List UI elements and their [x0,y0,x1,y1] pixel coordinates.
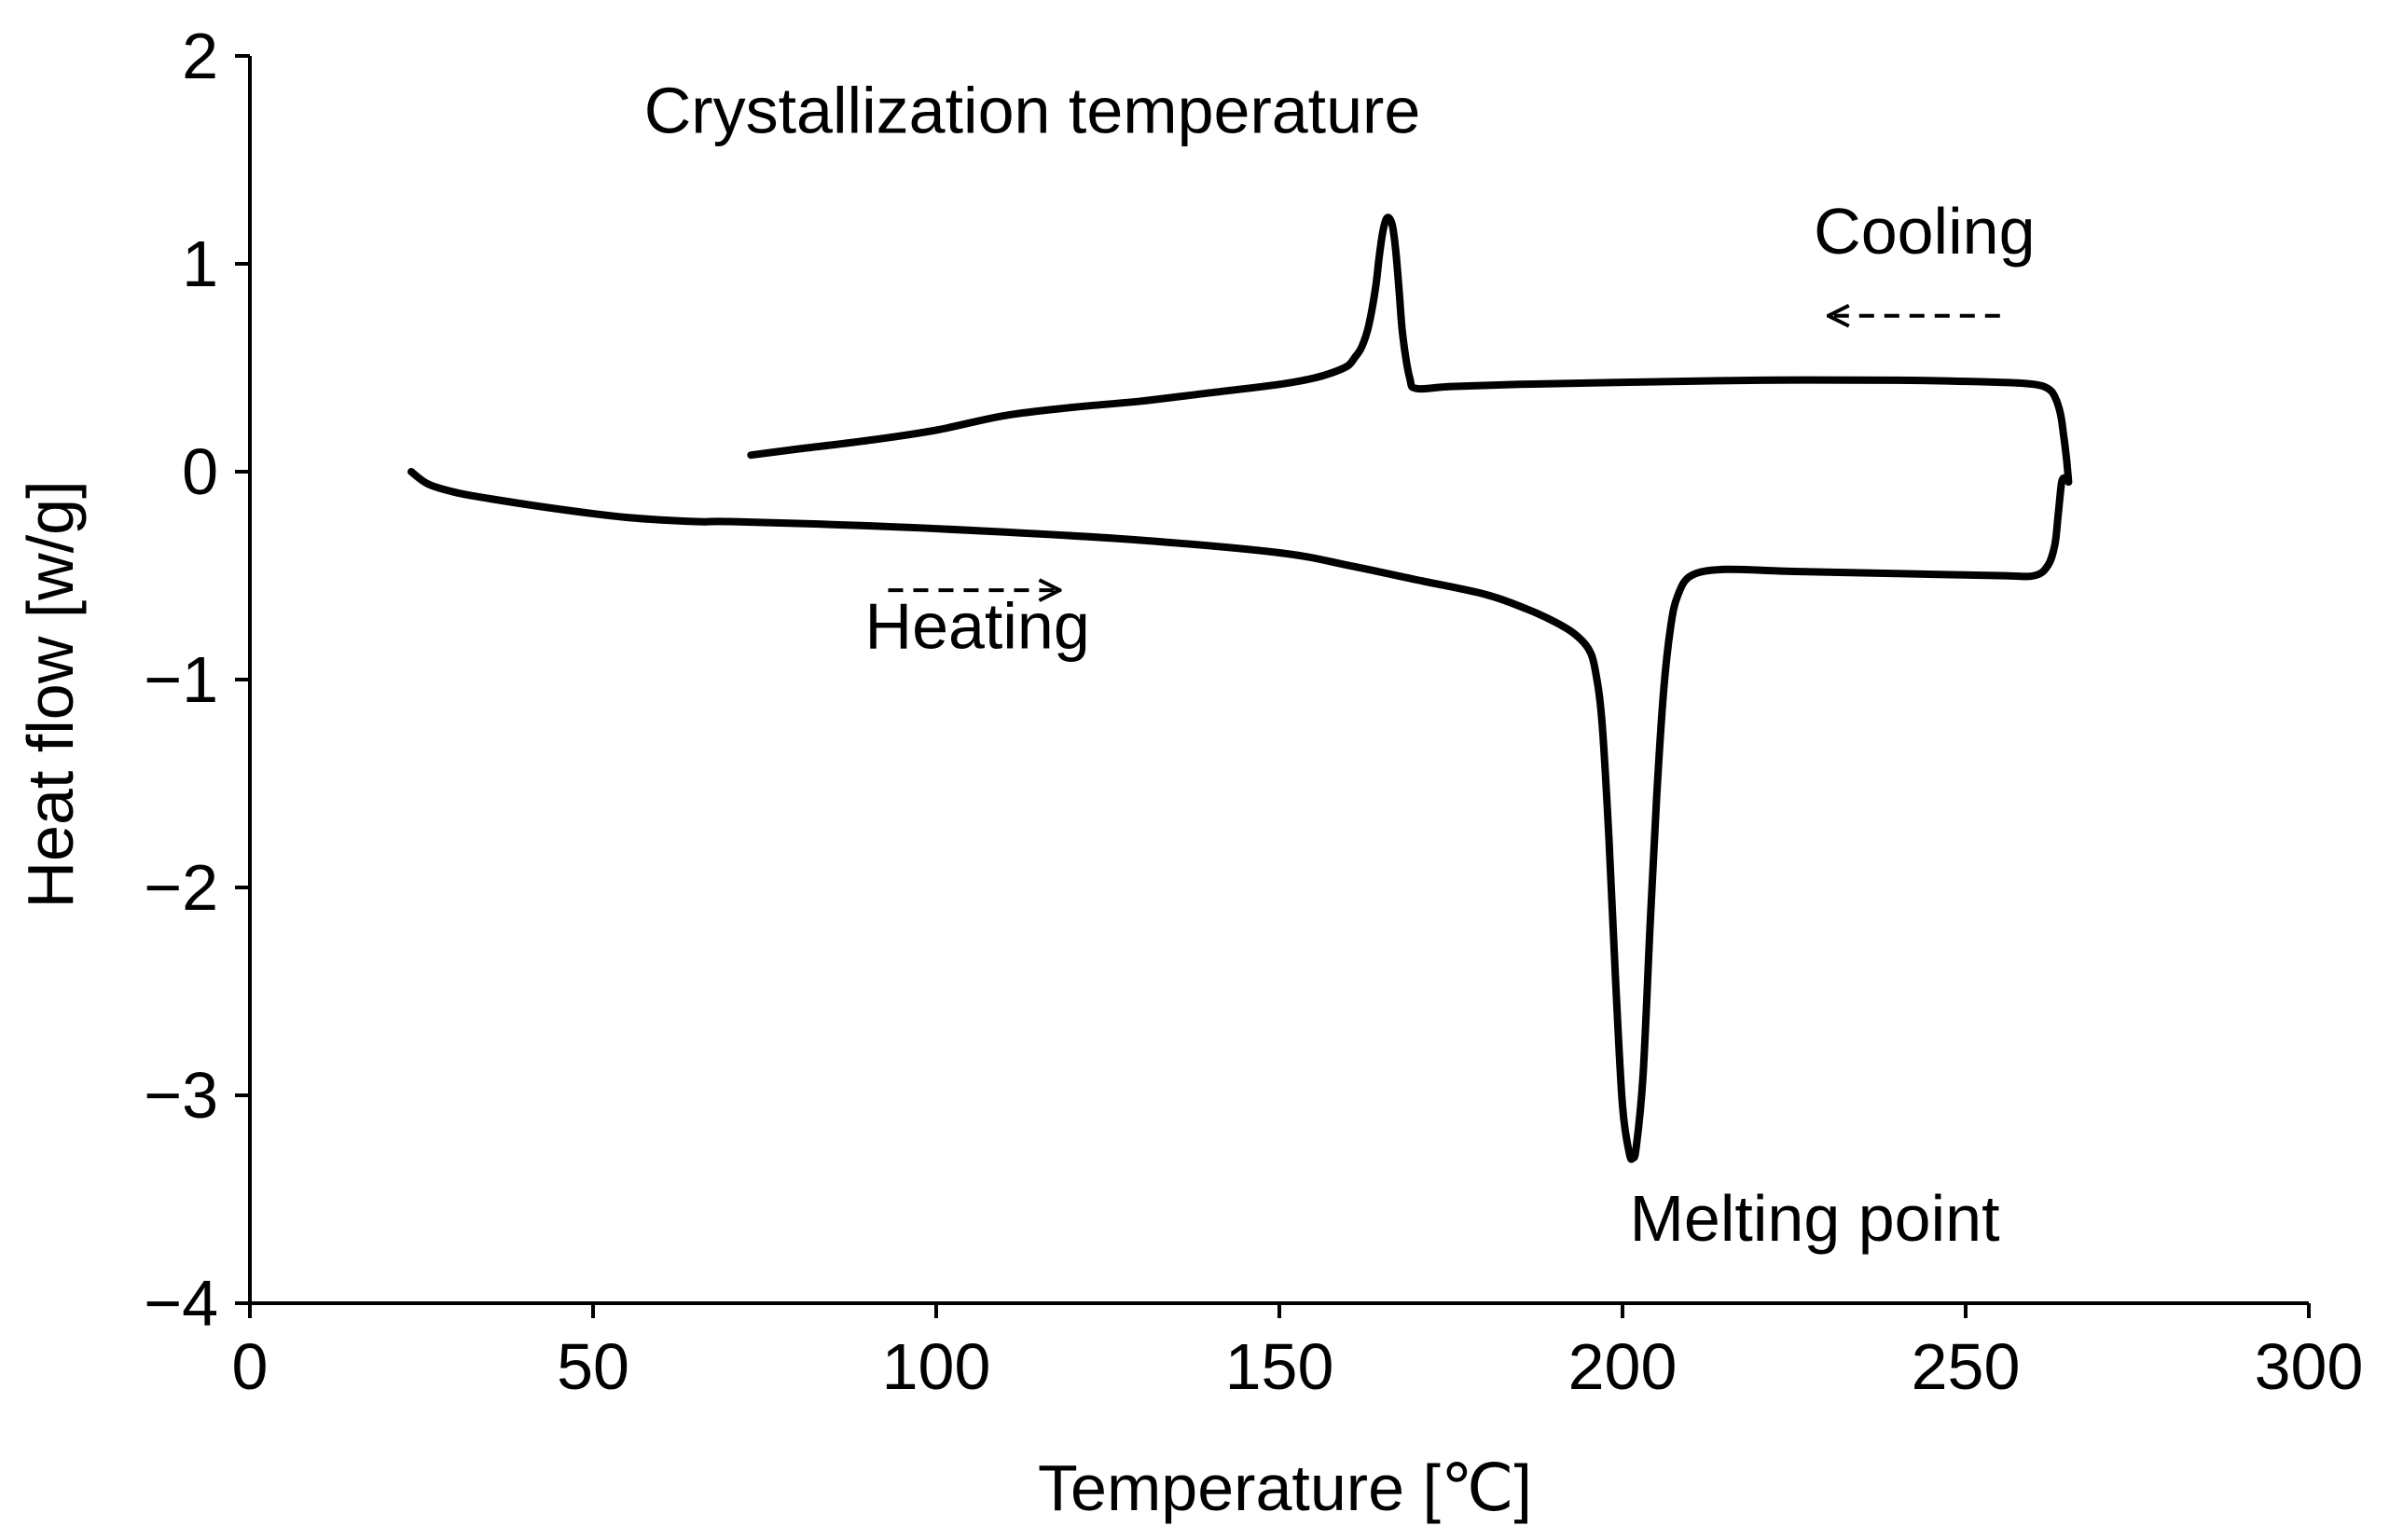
x-tick-label: 200 [1568,1330,1678,1403]
x-tick-label: 150 [1225,1330,1334,1403]
x-axis-title: Temperature [℃] [1038,1451,1532,1524]
y-tick-label: 1 [182,227,218,300]
annotation-crystallization-temperature: Crystallization temperature [644,75,1421,147]
annotation-melting-point: Melting point [1630,1182,2000,1255]
y-axis-ticks: 2 1 0 −1 −2 −3 −4 [144,20,250,1340]
x-tick-label: 250 [1912,1330,2021,1403]
x-tick-label: 100 [882,1330,991,1403]
series-line-heating [407,468,2069,1163]
x-tick-label: 300 [2255,1330,2364,1403]
y-tick-label: −2 [144,851,218,924]
x-axis-ticks: 0 50 100 150 200 250 300 [232,1303,2364,1403]
annotation-cooling: Cooling [1814,195,2035,268]
y-axis-title: Heat flow [w/g] [14,480,87,908]
annotations: Crystallization temperature Cooling Heatin… [644,75,2036,1256]
y-tick-label: −3 [144,1059,218,1132]
y-tick-label: −1 [144,643,218,716]
x-tick-label: 0 [232,1330,269,1403]
series-lines [407,213,2073,1163]
direction-arrows [888,316,2000,590]
y-tick-label: 2 [182,20,218,92]
annotation-heating: Heating [865,590,1090,663]
series-line-cooling [747,213,2073,487]
y-tick-label: −4 [144,1267,218,1340]
y-tick-label: 0 [182,435,218,508]
x-tick-label: 50 [557,1330,629,1403]
